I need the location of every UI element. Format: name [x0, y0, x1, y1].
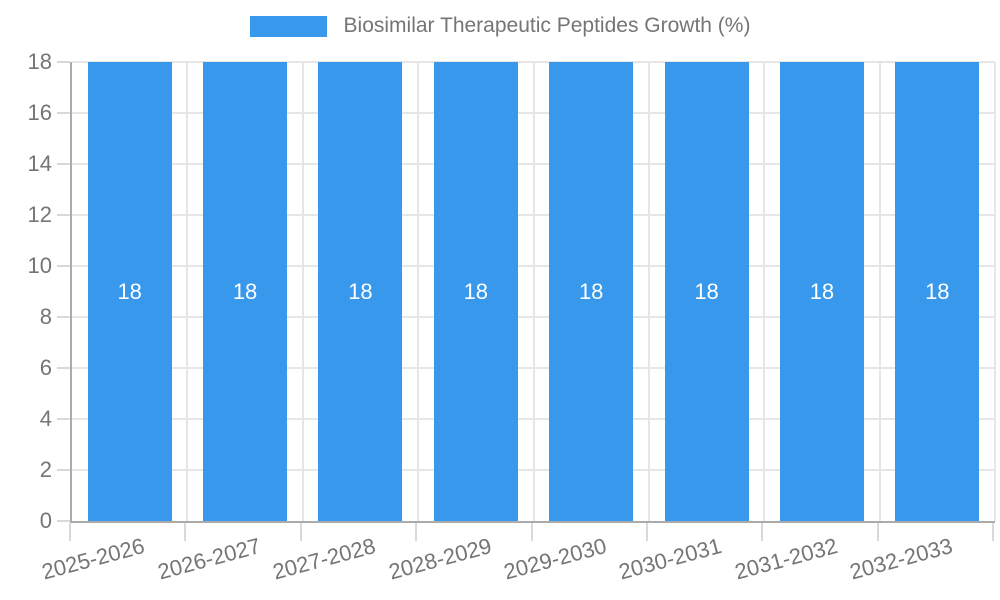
x-tick: [69, 523, 71, 541]
y-tick-label: 18: [27, 49, 52, 74]
y-tick-label: 12: [27, 202, 52, 227]
x-tick: [645, 523, 648, 541]
bar-value-label: 18: [463, 278, 489, 304]
x-category-label: 2032-2033: [847, 533, 956, 585]
chart-legend-item[interactable]: Biosimilar Therapeutic Peptides Growth (…: [0, 14, 1000, 38]
v-gridline: [763, 62, 766, 521]
v-gridline: [647, 62, 650, 521]
bar: 18: [779, 62, 864, 521]
v-gridline: [186, 62, 189, 521]
x-category-label: 2027-2028: [270, 533, 379, 585]
y-tick: [57, 265, 70, 267]
y-tick-label: 16: [27, 100, 52, 125]
bar-value-label: 18: [117, 278, 142, 304]
bar-value-label: 18: [348, 278, 373, 304]
y-tick: [57, 163, 70, 165]
bar-value-label: 18: [925, 278, 950, 304]
x-category-label: 2030-2031: [616, 533, 725, 585]
y-tick: [57, 112, 70, 114]
x-tick: [530, 523, 533, 541]
x-tick: [992, 523, 994, 541]
y-tick: [57, 520, 70, 522]
y-tick: [57, 214, 70, 216]
y-tick: [57, 316, 70, 318]
y-tick: [57, 367, 70, 369]
bar: 18: [433, 62, 518, 521]
y-tick-label: 6: [39, 355, 52, 380]
x-category-label: 2028-2029: [385, 533, 494, 585]
y-tick-label: 8: [39, 304, 52, 329]
x-category-label: 2025-2026: [39, 533, 148, 585]
bar-value-label: 18: [232, 278, 258, 304]
v-gridline: [301, 62, 304, 521]
bar: 18: [664, 62, 749, 521]
legend-swatch: [249, 15, 327, 37]
x-tick: [415, 523, 418, 541]
y-tick-label: 4: [39, 406, 52, 431]
x-tick: [761, 523, 764, 541]
y-tick-label: 14: [27, 151, 52, 176]
x-category-label: 2031-2032: [731, 533, 840, 585]
x-tick: [184, 523, 187, 541]
v-gridline: [878, 62, 881, 521]
x-tick: [876, 523, 879, 541]
y-tick-label: 0: [39, 508, 52, 533]
x-axis-labels: 2025-2026 2026-2027 2027-2028 2028-2029 2029…: [40, 523, 994, 598]
bar: 18: [87, 62, 172, 521]
legend-label: Biosimilar Therapeutic Peptides Growth (…: [343, 14, 751, 37]
v-gridline: [532, 62, 535, 521]
y-tick: [57, 469, 70, 471]
bar: 18: [203, 62, 288, 521]
y-tick-label: 10: [27, 253, 52, 278]
bar: 18: [318, 62, 403, 521]
v-gridline: [417, 62, 420, 521]
x-category-label: 2029-2030: [501, 533, 610, 585]
y-tick: [57, 61, 70, 63]
y-axis-labels: 0 2 4 6 8 10 12 14 16 18: [0, 49, 52, 533]
x-category-label: 2026-2027: [154, 533, 264, 585]
plot-area: 18 18 18 18 18 18 18 18: [57, 61, 996, 523]
y-tick: [57, 418, 70, 420]
bar-value-label: 18: [578, 278, 604, 304]
bar-value-label: 18: [809, 278, 835, 304]
v-gridline: [994, 62, 996, 521]
x-tick: [299, 523, 302, 541]
bar-value-label: 18: [694, 278, 719, 304]
bar: 18: [549, 62, 634, 521]
y-tick-label: 2: [39, 457, 52, 482]
bar: 18: [895, 62, 980, 521]
